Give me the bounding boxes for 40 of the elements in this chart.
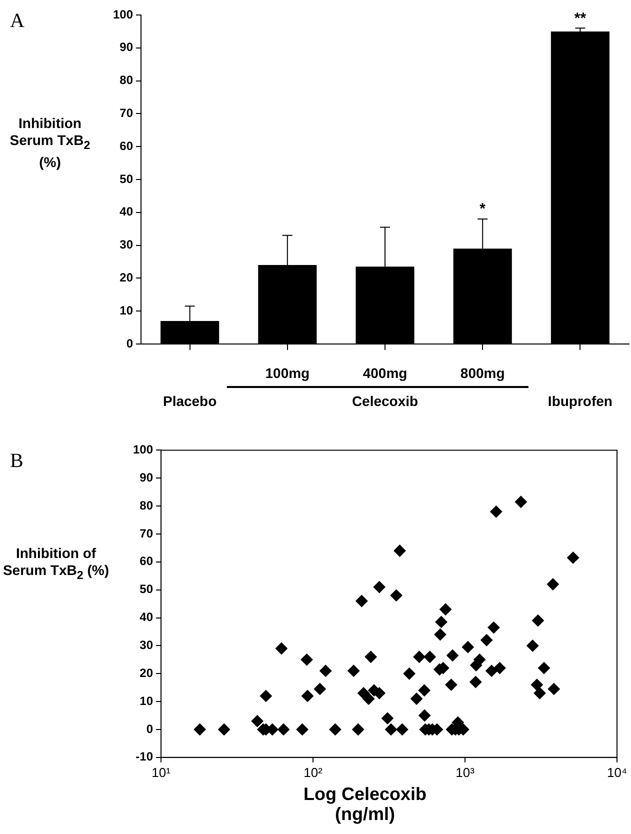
x-tick-label: 100mg (265, 364, 310, 381)
text: Celecoxib (352, 392, 418, 409)
y-tick-label: 90 (120, 40, 134, 54)
y-tick-label: 0 (126, 336, 134, 350)
y-tick-label: 10 (140, 694, 154, 708)
y-tick-label: 60 (120, 138, 134, 153)
y-tick-label: 80 (140, 498, 154, 512)
y-tick-label: 50 (120, 172, 134, 186)
y-tick-label: 20 (120, 270, 134, 285)
chart-title: B (10, 450, 24, 473)
x-tick-label: 10⁴ (606, 764, 628, 780)
text: Inhibition Serum TxB$_{2}$ (%) (10, 115, 90, 170)
y-tick-label: 30 (140, 638, 154, 652)
y-tick-label: 90 (140, 470, 154, 484)
y-tick-label: 10 (120, 303, 134, 318)
y-axis-title: Inhibition of Serum TxB$_{2}$ (%) (2, 545, 110, 584)
x-tick-label: 10² (304, 764, 324, 780)
y-tick-label: 40 (140, 610, 154, 624)
y-tick-label: 20 (140, 666, 154, 680)
y-tick-label: 100 (132, 442, 154, 457)
y-tick-label: 0 (146, 722, 154, 736)
x-tick-label: 10¹ (152, 764, 172, 780)
x-tick-label: 400mg (362, 364, 408, 381)
y-tick-label: 80 (120, 73, 134, 88)
x-axis-title: Log Celecoxib (ng/ml) (302, 784, 428, 824)
y-tick-label: 100 (112, 7, 134, 22)
y-tick-label: 40 (120, 204, 134, 219)
x-tick-label: Ibuprofen (548, 392, 612, 409)
y-tick-label: 70 (140, 526, 154, 540)
annotation: * (480, 200, 486, 218)
y-tick-label: 70 (120, 106, 134, 120)
x-tick-label: 10³ (456, 764, 476, 780)
chart-title: A (10, 10, 24, 33)
y-tick-label: -10 (136, 750, 154, 764)
x-tick-label: Placebo (162, 392, 217, 409)
y-tick-label: 30 (120, 238, 134, 252)
y-tick-label: 50 (140, 582, 154, 596)
annotation: ** (574, 10, 586, 27)
x-tick-label: 800mg (460, 364, 505, 381)
y-tick-label: 60 (140, 554, 154, 568)
